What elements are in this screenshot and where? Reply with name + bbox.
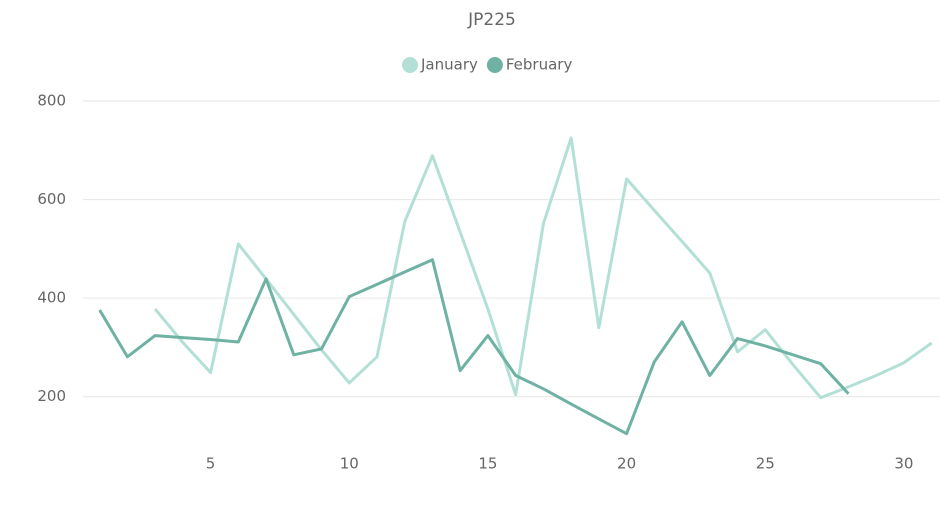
x-tick-label: 5 — [206, 455, 216, 473]
x-tick-label: 25 — [756, 455, 775, 473]
line-series — [153, 136, 933, 400]
x-tick-label: 15 — [478, 455, 497, 473]
line-series — [98, 258, 850, 436]
legend-marker — [486, 57, 503, 73]
legend-marker — [402, 57, 418, 73]
legend-label: January — [420, 56, 478, 74]
legend-label: February — [506, 56, 573, 74]
x-tick-label: 20 — [617, 455, 636, 473]
y-tick-label: 600 — [37, 190, 66, 208]
y-tick-label: 200 — [37, 387, 66, 405]
x-tick-label: 30 — [894, 455, 913, 473]
x-tick-label: 10 — [340, 455, 359, 473]
chart-title: JP225 — [467, 10, 516, 30]
y-tick-label: 800 — [37, 92, 66, 110]
y-tick-label: 400 — [37, 289, 66, 307]
